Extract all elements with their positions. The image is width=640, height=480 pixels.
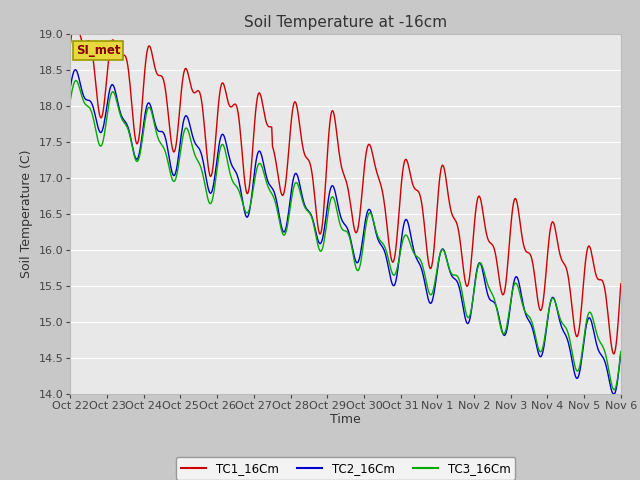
Line: TC1_16Cm: TC1_16Cm <box>70 20 621 354</box>
TC2_16Cm <box>609 391 617 396</box>
TC2_16Cm <box>71 67 79 72</box>
TC2_16Cm <box>617 350 625 356</box>
TC2_16Cm <box>219 132 227 137</box>
Line: TC3_16Cm: TC3_16Cm <box>70 81 621 390</box>
Title: Soil Temperature at -16cm: Soil Temperature at -16cm <box>244 15 447 30</box>
TC1_16Cm <box>429 253 437 259</box>
TC3_16Cm <box>134 158 141 164</box>
TC2_16Cm <box>429 294 437 300</box>
TC3_16Cm <box>190 148 198 154</box>
TC1_16Cm <box>67 41 74 47</box>
TC1_16Cm <box>617 281 625 287</box>
TC2_16Cm <box>67 84 74 90</box>
TC3_16Cm <box>72 78 79 84</box>
TC2_16Cm <box>77 84 85 90</box>
TC1_16Cm <box>413 188 421 193</box>
Legend: TC1_16Cm, TC2_16Cm, TC3_16Cm: TC1_16Cm, TC2_16Cm, TC3_16Cm <box>176 457 515 480</box>
Text: SI_met: SI_met <box>76 44 120 58</box>
TC1_16Cm <box>77 36 85 42</box>
X-axis label: Time: Time <box>330 413 361 426</box>
Y-axis label: Soil Temperature (C): Soil Temperature (C) <box>20 149 33 278</box>
TC2_16Cm <box>190 137 198 143</box>
TC3_16Cm <box>610 387 618 393</box>
TC3_16Cm <box>413 254 421 260</box>
TC3_16Cm <box>219 142 227 147</box>
TC1_16Cm <box>134 140 141 146</box>
Line: TC2_16Cm: TC2_16Cm <box>70 70 621 394</box>
TC3_16Cm <box>617 348 625 354</box>
TC2_16Cm <box>413 257 421 263</box>
TC2_16Cm <box>134 156 141 161</box>
TC1_16Cm <box>71 17 79 23</box>
TC1_16Cm <box>190 90 198 96</box>
TC3_16Cm <box>77 91 85 96</box>
TC3_16Cm <box>429 287 437 293</box>
TC3_16Cm <box>67 97 74 103</box>
TC1_16Cm <box>219 80 227 86</box>
TC1_16Cm <box>610 351 618 357</box>
